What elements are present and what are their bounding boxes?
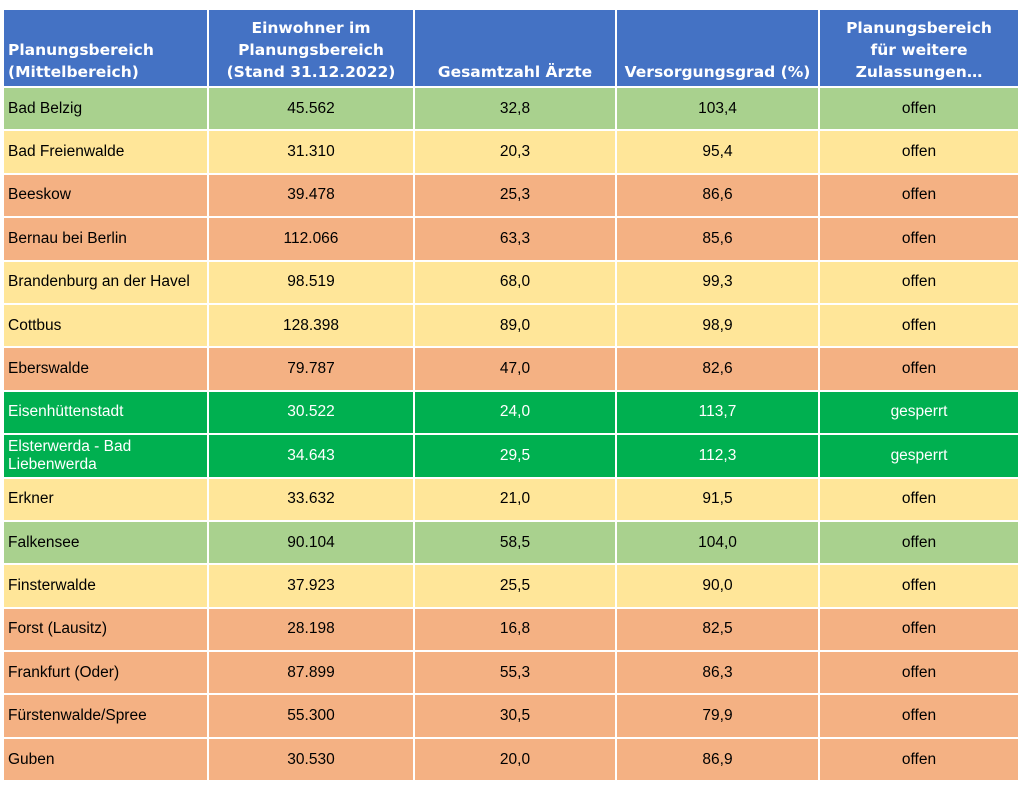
cell-name: Bad Belzig xyxy=(4,88,209,132)
cell-einwohner: 28.198 xyxy=(209,608,415,653)
cell-einwohner: 30.530 xyxy=(209,738,415,783)
header-zulassungen: Planungsbereich für weitere Zulassungen… xyxy=(820,10,1020,88)
cell-status: offen xyxy=(820,521,1020,566)
cell-einwohner: 90.104 xyxy=(209,521,415,566)
cell-name: Frankfurt (Oder) xyxy=(4,652,209,696)
cell-versorgungsgrad: 86,6 xyxy=(617,174,820,219)
cell-aerzte: 68,0 xyxy=(415,261,617,305)
cell-name: Eberswalde xyxy=(4,348,209,392)
cell-name: Finsterwalde xyxy=(4,565,209,609)
cell-status: offen xyxy=(820,695,1020,739)
cell-aerzte: 30,5 xyxy=(415,695,617,739)
cell-einwohner: 34.643 xyxy=(209,435,415,479)
cell-einwohner: 45.562 xyxy=(209,88,415,132)
cell-aerzte: 24,0 xyxy=(415,391,617,436)
cell-versorgungsgrad: 112,3 xyxy=(617,435,820,479)
header-einwohner: Einwohner im Planungsbereich (Stand 31.1… xyxy=(209,10,415,88)
cell-status: offen xyxy=(820,88,1020,132)
cell-einwohner: 33.632 xyxy=(209,478,415,522)
cell-einwohner: 87.899 xyxy=(209,652,415,696)
data-table: Planungsbereich (Mittelbereich) Einwohne… xyxy=(4,10,1020,783)
cell-versorgungsgrad: 91,5 xyxy=(617,478,820,522)
cell-aerzte: 63,3 xyxy=(415,218,617,262)
cell-status: offen xyxy=(820,652,1020,696)
header-gesamtzahl-aerzte: Gesamtzahl Ärzte xyxy=(415,10,617,88)
cell-einwohner: 30.522 xyxy=(209,391,415,436)
cell-aerzte: 89,0 xyxy=(415,304,617,349)
cell-aerzte: 25,3 xyxy=(415,174,617,219)
cell-name: Bernau bei Berlin xyxy=(4,218,209,262)
cell-status: offen xyxy=(820,261,1020,305)
cell-versorgungsgrad: 86,3 xyxy=(617,652,820,696)
cell-einwohner: 128.398 xyxy=(209,304,415,349)
cell-versorgungsgrad: 82,5 xyxy=(617,608,820,653)
cell-aerzte: 20,0 xyxy=(415,738,617,783)
cell-name: Cottbus xyxy=(4,304,209,349)
cell-status: offen xyxy=(820,608,1020,653)
cell-name: Falkensee xyxy=(4,521,209,566)
cell-aerzte: 20,3 xyxy=(415,131,617,175)
cell-status: offen xyxy=(820,738,1020,783)
cell-versorgungsgrad: 113,7 xyxy=(617,391,820,436)
cell-status: offen xyxy=(820,304,1020,349)
header-versorgungsgrad: Versorgungsgrad (%) xyxy=(617,10,820,88)
cell-versorgungsgrad: 85,6 xyxy=(617,218,820,262)
cell-name: Eisenhüttenstadt xyxy=(4,391,209,436)
cell-name: Bad Freienwalde xyxy=(4,131,209,175)
cell-versorgungsgrad: 86,9 xyxy=(617,738,820,783)
cell-name: Fürstenwalde/Spree xyxy=(4,695,209,739)
cell-name: Brandenburg an der Havel xyxy=(4,261,209,305)
cell-aerzte: 25,5 xyxy=(415,565,617,609)
cell-aerzte: 58,5 xyxy=(415,521,617,566)
header-planungsbereich: Planungsbereich (Mittelbereich) xyxy=(4,10,209,88)
cell-einwohner: 55.300 xyxy=(209,695,415,739)
cell-name: Forst (Lausitz) xyxy=(4,608,209,653)
cell-versorgungsgrad: 95,4 xyxy=(617,131,820,175)
cell-aerzte: 29,5 xyxy=(415,435,617,479)
cell-status: gesperrt xyxy=(820,391,1020,436)
cell-status: gesperrt xyxy=(820,435,1020,479)
cell-status: offen xyxy=(820,174,1020,219)
cell-aerzte: 16,8 xyxy=(415,608,617,653)
cell-name: Erkner xyxy=(4,478,209,522)
cell-versorgungsgrad: 79,9 xyxy=(617,695,820,739)
cell-aerzte: 32,8 xyxy=(415,88,617,132)
cell-einwohner: 31.310 xyxy=(209,131,415,175)
cell-status: offen xyxy=(820,131,1020,175)
cell-name: Guben xyxy=(4,738,209,783)
cell-versorgungsgrad: 98,9 xyxy=(617,304,820,349)
cell-aerzte: 21,0 xyxy=(415,478,617,522)
cell-einwohner: 98.519 xyxy=(209,261,415,305)
cell-name: Elsterwerda - Bad Liebenwerda xyxy=(4,435,209,479)
cell-aerzte: 55,3 xyxy=(415,652,617,696)
cell-name: Beeskow xyxy=(4,174,209,219)
cell-einwohner: 79.787 xyxy=(209,348,415,392)
cell-status: offen xyxy=(820,478,1020,522)
cell-einwohner: 39.478 xyxy=(209,174,415,219)
cell-aerzte: 47,0 xyxy=(415,348,617,392)
cell-versorgungsgrad: 104,0 xyxy=(617,521,820,566)
cell-versorgungsgrad: 90,0 xyxy=(617,565,820,609)
cell-status: offen xyxy=(820,218,1020,262)
cell-einwohner: 37.923 xyxy=(209,565,415,609)
cell-status: offen xyxy=(820,348,1020,392)
cell-versorgungsgrad: 82,6 xyxy=(617,348,820,392)
cell-versorgungsgrad: 103,4 xyxy=(617,88,820,132)
cell-versorgungsgrad: 99,3 xyxy=(617,261,820,305)
cell-einwohner: 112.066 xyxy=(209,218,415,262)
cell-status: offen xyxy=(820,565,1020,609)
